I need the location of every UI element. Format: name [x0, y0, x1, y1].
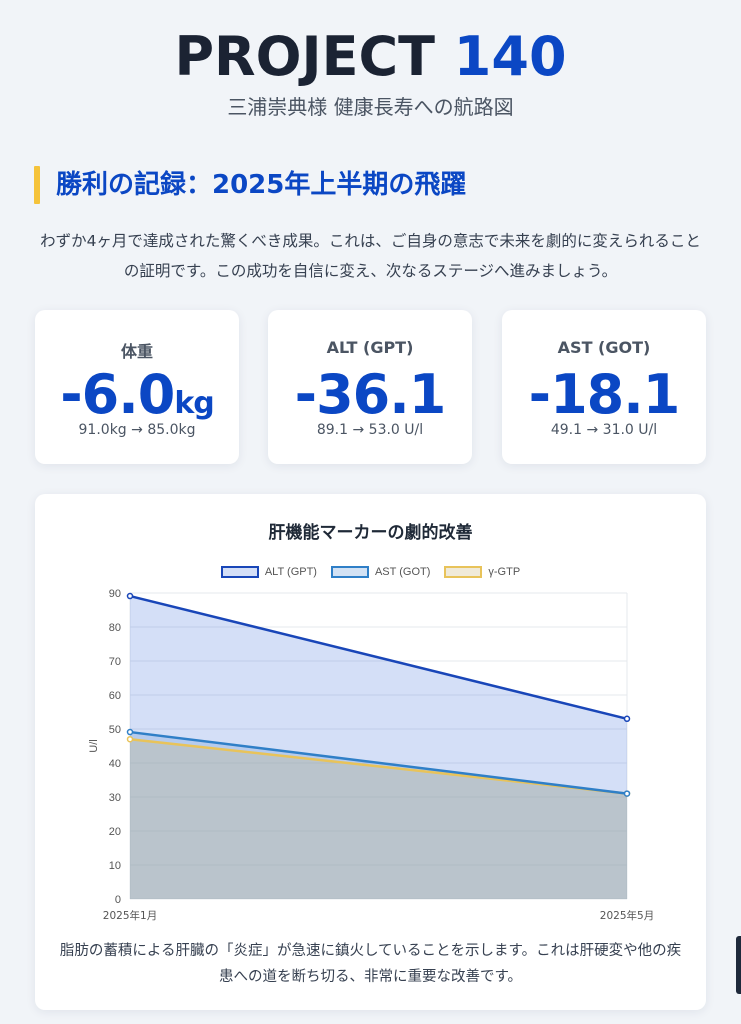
series-line: [129, 730, 628, 795]
data-point: [126, 592, 134, 600]
stat-detail: 49.1 → 31.0 U/l: [550, 422, 658, 438]
chart-legend: ALT (GPT) AST (GOT) γ-GTP: [35, 566, 706, 578]
section-title: 勝利の記録：2025年上半期の飛躍: [56, 170, 467, 200]
data-point: [623, 790, 631, 797]
legend-label: γ-GTP: [488, 566, 521, 578]
data-point: [126, 735, 134, 743]
liver-marker-chart: 0 10 20 30 40 50 60 70 80 90 2025年1月 2025年5月 U/l: [88, 588, 654, 922]
legend-swatch: [444, 566, 483, 578]
y-tick-label: 60: [109, 690, 121, 702]
stat-card-ast: AST (GOT) -18.1 49.1 → 31.0 U/l: [502, 310, 706, 464]
stat-label: AST (GOT): [557, 338, 651, 357]
stat-label: ALT (GPT): [326, 338, 414, 357]
scroll-edge-tab[interactable]: [736, 936, 741, 994]
legend-item[interactable]: AST (GOT): [330, 566, 431, 578]
y-tick-label: 50: [109, 724, 121, 736]
y-tick-label: 90: [109, 588, 121, 600]
x-tick-label: 2025年5月: [600, 909, 654, 922]
page-subtitle: 三浦崇典様 健康長寿への航路図: [227, 95, 514, 119]
section-header: 勝利の記録：2025年上半期の飛躍: [34, 165, 466, 205]
chart-note: 脂肪の蓄積による肝臓の「炎症」が急速に鎮火していることを示します。これは肝硬変や…: [59, 943, 682, 985]
series-area: [130, 739, 627, 899]
y-tick-label: 30: [109, 792, 121, 804]
y-tick-label: 40: [109, 758, 121, 770]
y-tick-label: 10: [109, 860, 121, 872]
stat-label: 体重: [120, 342, 153, 361]
stat-detail: 89.1 → 53.0 U/l: [316, 422, 424, 438]
page-title-number: 140: [453, 25, 567, 88]
series-line: [129, 594, 628, 721]
stat-value: -36.1: [294, 363, 447, 426]
y-tick-label: 0: [115, 894, 121, 906]
stat-unit: kg: [174, 386, 214, 421]
y-axis-label: U/l: [88, 739, 100, 752]
section-accent-bar: [34, 166, 40, 204]
stat-detail: 91.0kg → 85.0kg: [78, 422, 196, 438]
chart-card: 肝機能マーカーの劇的改善 ALT (GPT) AST (GOT) γ-GTP 0 10…: [35, 494, 706, 1010]
legend-swatch: [220, 566, 259, 578]
y-tick-label: 20: [109, 826, 121, 838]
legend-item[interactable]: γ-GTP: [444, 566, 520, 578]
page-title: PROJECT 140: [0, 26, 741, 88]
data-point: [623, 715, 631, 723]
section-intro: わずか4ヶ月で達成された驚くべき成果。これは、ご自身の意志で未来を劇的に変えられ…: [40, 232, 701, 280]
y-tick-label: 70: [109, 656, 121, 668]
data-point: [126, 728, 134, 736]
legend-label: AST (GOT): [374, 566, 431, 578]
legend-item[interactable]: ALT (GPT): [220, 566, 317, 578]
stat-value: -6.0kg: [60, 363, 215, 426]
series-area: [130, 732, 627, 899]
legend-swatch: [330, 566, 369, 578]
x-tick-label: 2025年1月: [103, 909, 157, 922]
y-tick-label: 80: [109, 622, 121, 634]
stat-card-alt: ALT (GPT) -36.1 89.1 → 53.0 U/l: [268, 310, 472, 464]
page-title-main: PROJECT: [174, 25, 435, 88]
chart-title: 肝機能マーカーの劇的改善: [268, 523, 473, 543]
legend-label: ALT (GPT): [264, 566, 317, 578]
stat-card-weight: 体重 -6.0kg 91.0kg → 85.0kg: [35, 310, 239, 464]
series-area: [130, 596, 627, 899]
stat-value: -18.1: [528, 363, 681, 426]
